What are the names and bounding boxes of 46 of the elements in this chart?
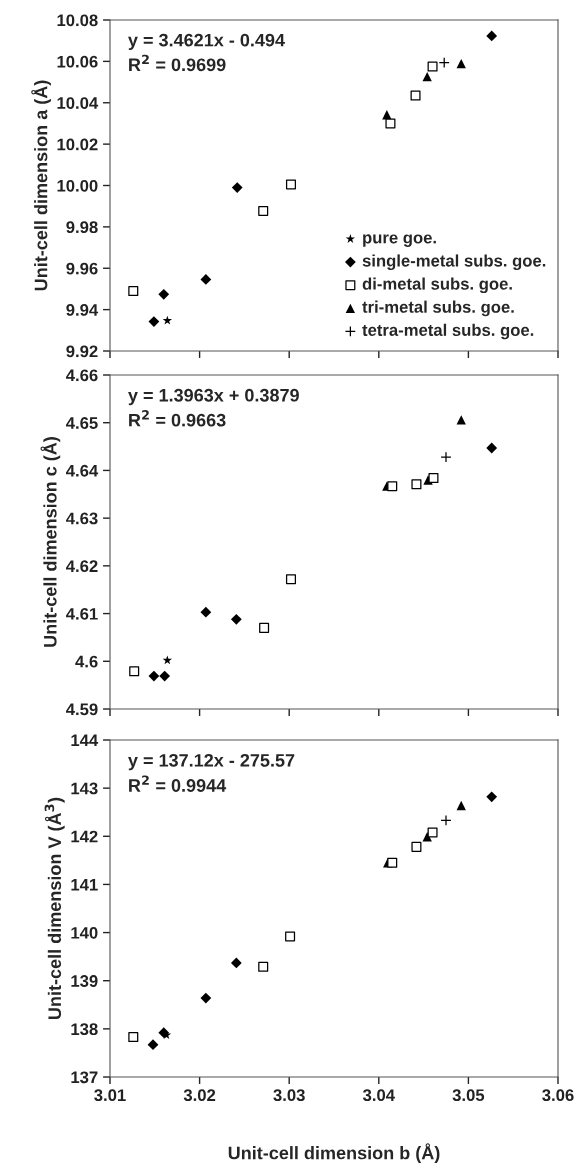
y-tick-label: 10.06 [57, 55, 98, 68]
annotation: R$^{2}$ = 0.9944 [129, 775, 227, 792]
y-tick-label: 9.98 [66, 221, 98, 234]
y-tick-label: 144 [71, 734, 99, 747]
y-tick-label: 4.62 [66, 560, 98, 573]
x-tick-label: 3.02 [183, 1089, 216, 1102]
y-tick-label: 4.6 [75, 655, 98, 668]
x-tick-label: 3.01 [94, 1089, 126, 1102]
legend-label: tri-metal subs. goe. [362, 300, 514, 317]
y-tick-label: 10.08 [57, 14, 98, 27]
legend-label: di-metal subs. goe. [362, 277, 512, 294]
y-tick-label: 10.02 [57, 138, 98, 151]
y-tick-label: 143 [71, 782, 98, 795]
annotation: y = 137.12x - 275.57 [128, 753, 295, 771]
y-tick-label: 10.04 [57, 97, 99, 109]
x-tick-label: 3.05 [452, 1089, 485, 1102]
y-tick-label: 139 [71, 975, 98, 987]
y-tick-label: 138 [71, 1023, 98, 1036]
y-axis-title: Unit-cell dimension a (Å) [31, 80, 51, 291]
y-tick-label: 4.63 [66, 512, 98, 525]
y-tick-label: 9.92 [66, 345, 98, 358]
x-axis-title: Unit-cell dimension b (Å) [228, 1143, 440, 1163]
x-tick-label: 3.04 [362, 1089, 395, 1102]
y-tick-label: 4.66 [66, 369, 98, 382]
y-tick-label: 4.65 [66, 417, 98, 429]
y-tick-label: 4.59 [66, 703, 98, 716]
y-tick-label: 4.61 [66, 607, 98, 620]
annotation: y = 1.3963x + 0.3879 [128, 388, 299, 406]
legend-label: pure goe. [363, 234, 436, 247]
legend-label: tetra-metal subs. goe. [362, 323, 534, 340]
x-tick-label: 3.06 [542, 1089, 574, 1102]
y-axis-title: Unit-cell dimension c (Å) [40, 437, 61, 647]
y-tick-label: 137 [71, 1071, 98, 1084]
y-tick-label: 9.94 [66, 304, 99, 316]
y-tick-label: 4.64 [66, 464, 99, 477]
legend-label: single-metal subs. goe. [362, 254, 546, 271]
y-tick-label: 140 [71, 926, 98, 939]
annotation: R$^{2}$ = 0.9699 [129, 54, 226, 72]
y-tick-label: 142 [71, 830, 98, 843]
annotation: y = 3.4621x - 0.494 [128, 33, 285, 51]
y-tick-label: 141 [71, 879, 98, 891]
y-tick-label: 10.00 [57, 179, 98, 192]
y-axis-title: Unit-cell dimension V (Å$^{3}$) [44, 797, 65, 1019]
annotation: R$^{2}$ = 0.9663 [129, 410, 226, 427]
x-tick-label: 3.03 [273, 1089, 305, 1102]
y-tick-label: 9.96 [66, 262, 98, 275]
